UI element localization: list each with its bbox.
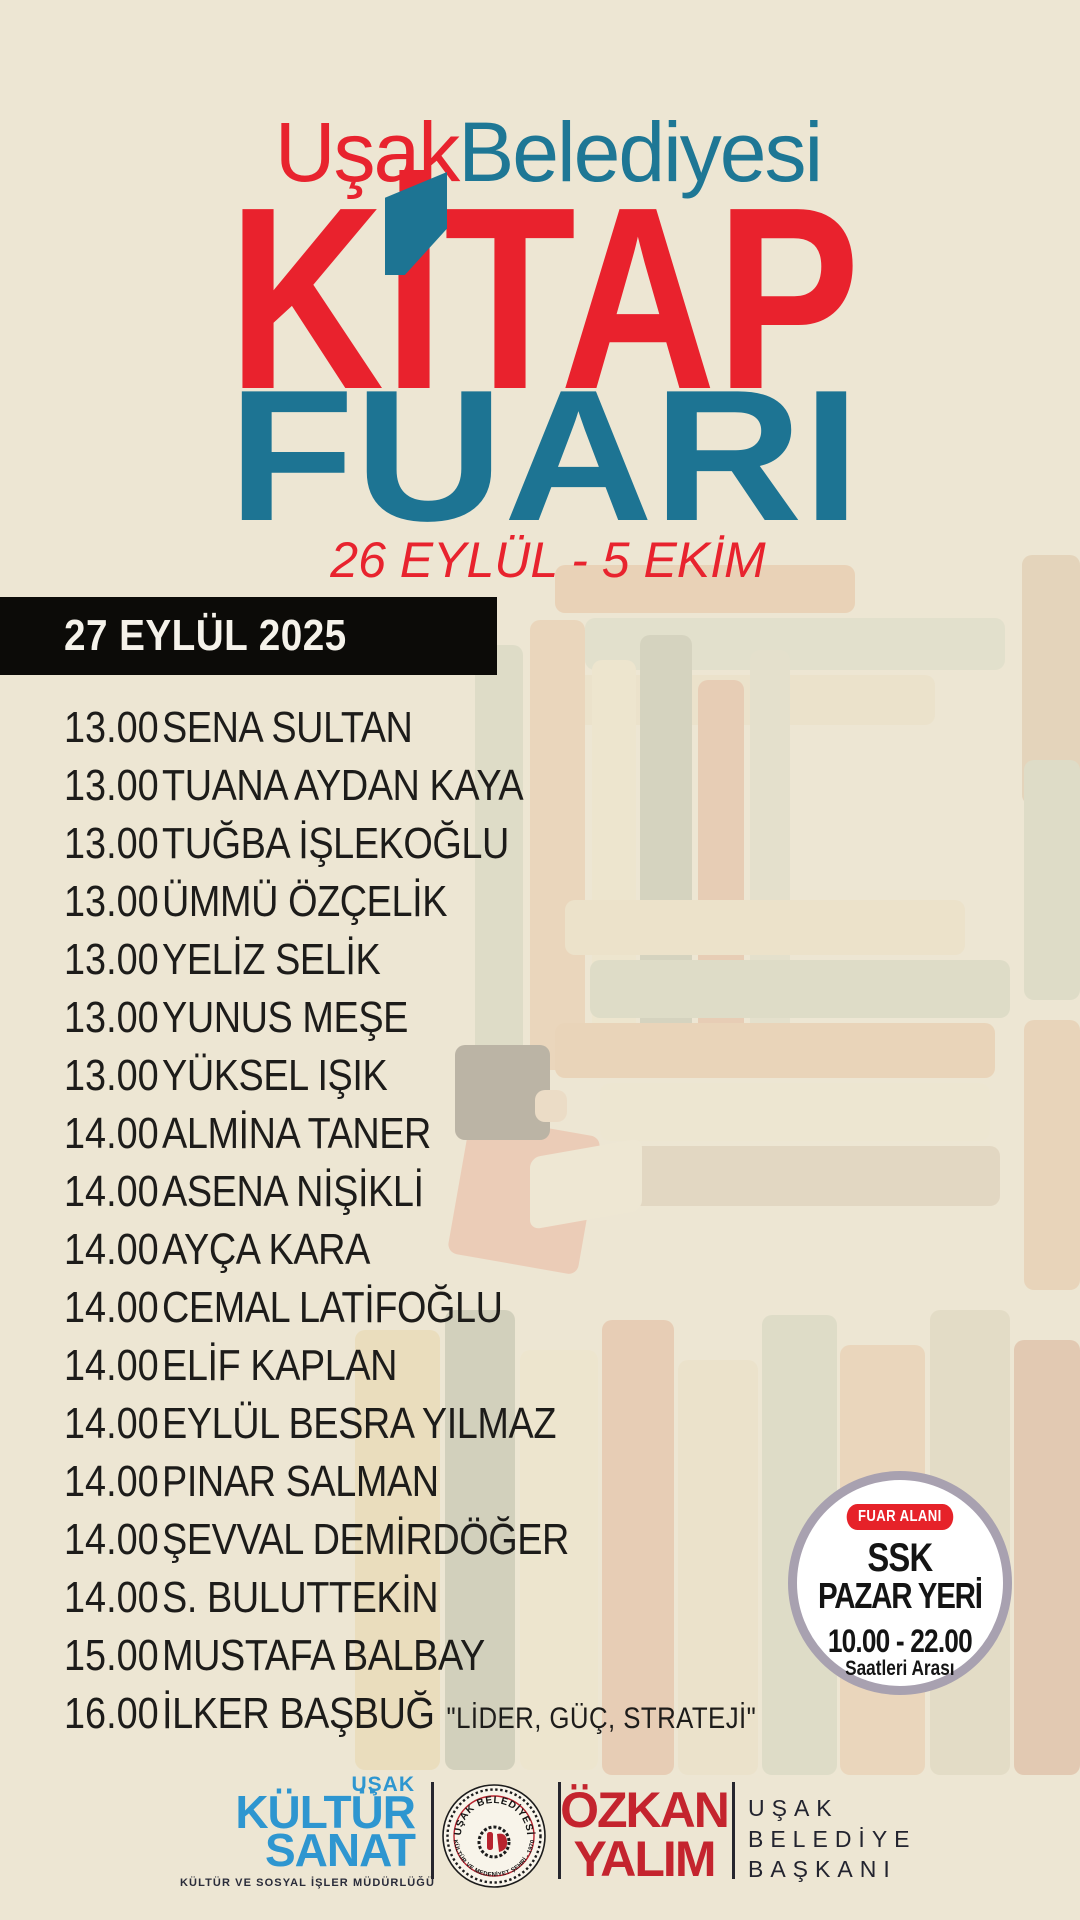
event-author-name: MUSTAFA BALBAY bbox=[162, 1631, 485, 1680]
event-author-name: ÜMMÜ ÖZÇELİK bbox=[162, 877, 448, 926]
schedule-row: 16.00 İLKER BAŞBUĞ "LİDER, GÜÇ, STRATEJİ… bbox=[64, 1689, 756, 1747]
municipality-seal-icon: UŞAK BELEDİYESİ KÜLTÜR VE MEDENİYET ŞEHR… bbox=[442, 1784, 546, 1888]
event-author-name: ALMİNA TANER bbox=[162, 1109, 431, 1158]
schedule-row: 13.00 ÜMMÜ ÖZÇELİK bbox=[64, 877, 756, 935]
event-time: 13.00 bbox=[64, 1051, 159, 1100]
schedule-row: 15.00 MUSTAFA BALBAY bbox=[64, 1631, 756, 1689]
organizer-name-second: Belediyesi bbox=[458, 105, 823, 199]
schedule-row: 14.00 S. BULUTTEKİN bbox=[64, 1573, 756, 1631]
title-kitap: KİTAP bbox=[228, 170, 860, 405]
schedule-row: 14.00 CEMAL LATİFOĞLU bbox=[64, 1283, 756, 1341]
event-time: 13.00 bbox=[64, 993, 159, 1042]
schedule-row: 14.00 ALMİNA TANER bbox=[64, 1109, 756, 1167]
event-time: 13.00 bbox=[64, 819, 159, 868]
mayor-title-line1: UŞAK bbox=[748, 1795, 839, 1821]
schedule-row: 13.00 YÜKSEL IŞIK bbox=[64, 1051, 756, 1109]
footer-divider bbox=[732, 1782, 735, 1879]
culture-logo-line2: KÜLTÜR bbox=[235, 1786, 416, 1838]
title-fuari: FUARI bbox=[228, 385, 860, 530]
event-time: 13.00 bbox=[64, 935, 159, 984]
event-author-name: TUĞBA İŞLEKOĞLU bbox=[162, 819, 509, 868]
event-author-name: AYÇA KARA bbox=[162, 1225, 370, 1274]
event-time: 15.00 bbox=[64, 1631, 159, 1680]
venue-name-line1: SSK bbox=[867, 1536, 933, 1580]
mayor-title: UŞAK BELEDİYE BAŞKANI bbox=[748, 1793, 917, 1885]
event-author-name: YELİZ SELİK bbox=[162, 935, 381, 984]
event-time: 14.00 bbox=[64, 1225, 159, 1274]
schedule-row: 13.00 YELİZ SELİK bbox=[64, 935, 756, 993]
event-time: 14.00 bbox=[64, 1399, 159, 1448]
event-author-name: TUANA AYDAN KAYA bbox=[162, 761, 524, 810]
event-time: 13.00 bbox=[64, 703, 159, 752]
event-author-name: YÜKSEL IŞIK bbox=[162, 1051, 388, 1100]
footer: UŞAK KÜLTÜR SANAT KÜLTÜR VE SOSYAL İŞLER… bbox=[0, 1770, 1080, 1920]
event-time: 14.00 bbox=[64, 1109, 159, 1158]
event-time: 14.00 bbox=[64, 1283, 159, 1332]
mayor-first-name: ÖZKAN bbox=[560, 1782, 730, 1838]
footer-divider bbox=[558, 1782, 561, 1879]
schedule-row: 14.00 ASENA NİŞİKLİ bbox=[64, 1167, 756, 1225]
schedule-list: 13.00 SENA SULTAN 13.00 TUANA AYDAN KAYA… bbox=[64, 703, 756, 1747]
schedule-row: 13.00 TUANA AYDAN KAYA bbox=[64, 761, 756, 819]
day-banner-label: 27 EYLÜL 2025 bbox=[64, 611, 347, 660]
event-book-note: "LİDER, GÜÇ, STRATEJİ" bbox=[446, 1702, 757, 1735]
schedule-row: 13.00 SENA SULTAN bbox=[64, 703, 756, 761]
venue-badge-tag: FUAR ALANI bbox=[846, 1504, 954, 1530]
event-author-name: İLKER BAŞBUĞ bbox=[162, 1689, 435, 1738]
mayor-title-line3: BAŞKANI bbox=[748, 1856, 897, 1882]
mayor-name: ÖZKAN YALIM bbox=[556, 1782, 732, 1887]
event-author-name: ASENA NİŞİKLİ bbox=[162, 1167, 424, 1216]
schedule-row: 14.00 EYLÜL BESRA YILMAZ bbox=[64, 1399, 756, 1457]
schedule-row: 14.00 PINAR SALMAN bbox=[64, 1457, 756, 1515]
mayor-last-name: YALIM bbox=[573, 1831, 717, 1887]
event-author-name: ŞEVVAL DEMİRDÖĞER bbox=[162, 1515, 569, 1564]
event-author-name: SENA SULTAN bbox=[162, 703, 413, 752]
venue-badge: FUAR ALANI SSK PAZAR YERİ 10.00 - 22.00 … bbox=[788, 1471, 1012, 1695]
event-author-name: S. BULUTTEKİN bbox=[162, 1573, 439, 1622]
venue-hours-label: Saatleri Arası bbox=[845, 1657, 955, 1680]
event-author-name: ELİF KAPLAN bbox=[162, 1341, 398, 1390]
event-time: 14.00 bbox=[64, 1515, 159, 1564]
schedule-row: 14.00 ELİF KAPLAN bbox=[64, 1341, 756, 1399]
culture-logo-subtitle: KÜLTÜR VE SOSYAL İŞLER MÜDÜRLÜĞÜ bbox=[180, 1877, 436, 1889]
event-author-name: CEMAL LATİFOĞLU bbox=[162, 1283, 503, 1332]
event-time: 14.00 bbox=[64, 1457, 159, 1506]
event-author-name: PINAR SALMAN bbox=[162, 1457, 439, 1506]
schedule-row: 14.00 ŞEVVAL DEMİRDÖĞER bbox=[64, 1515, 756, 1573]
culture-logo-line3: SANAT bbox=[264, 1824, 416, 1876]
schedule-row: 13.00 YUNUS MEŞE bbox=[64, 993, 756, 1051]
schedule-row: 13.00 TUĞBA İŞLEKOĞLU bbox=[64, 819, 756, 877]
culture-logo-line1: UŞAK bbox=[351, 1773, 415, 1796]
footer-divider bbox=[431, 1782, 434, 1879]
event-time: 14.00 bbox=[64, 1341, 159, 1390]
fair-date-range: 26 EYLÜL - 5 EKİM bbox=[330, 532, 766, 588]
mayor-title-line2: BELEDİYE bbox=[748, 1825, 917, 1852]
event-time: 13.00 bbox=[64, 877, 159, 926]
event-author-name: EYLÜL BESRA YILMAZ bbox=[162, 1399, 557, 1448]
event-time: 13.00 bbox=[64, 761, 159, 810]
venue-name-line2: PAZAR YERİ bbox=[818, 1575, 983, 1616]
event-time: 14.00 bbox=[64, 1573, 159, 1622]
venue-badge-content: FUAR ALANI SSK PAZAR YERİ 10.00 - 22.00 … bbox=[818, 1504, 983, 1680]
title-line1-text: KİTAP bbox=[228, 170, 860, 405]
title-line2-text: FUARI bbox=[228, 385, 860, 530]
day-banner: 27 EYLÜL 2025 bbox=[0, 597, 497, 675]
event-author-name: YUNUS MEŞE bbox=[162, 993, 408, 1042]
culture-art-logo: UŞAK KÜLTÜR SANAT KÜLTÜR VE SOSYAL İŞLER… bbox=[180, 1773, 436, 1889]
schedule-row: 14.00 AYÇA KARA bbox=[64, 1225, 756, 1283]
event-time: 16.00 bbox=[64, 1689, 159, 1738]
event-time: 14.00 bbox=[64, 1167, 159, 1216]
venue-hours: 10.00 - 22.00 bbox=[827, 1623, 973, 1659]
